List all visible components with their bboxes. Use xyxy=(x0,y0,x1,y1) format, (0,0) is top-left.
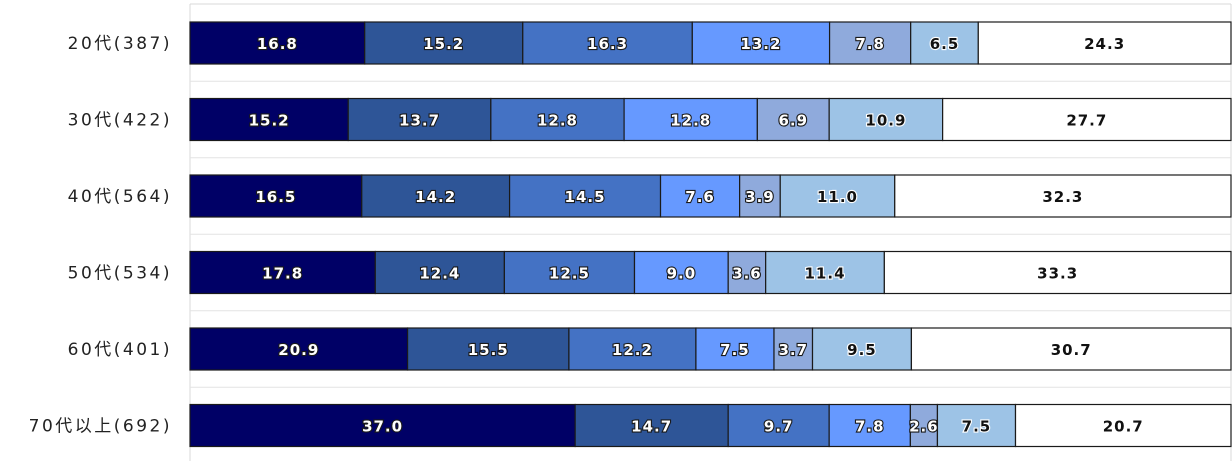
data-label: 33.3 xyxy=(1037,265,1078,283)
bar-segment xyxy=(1014,403,1232,448)
bar-segment xyxy=(508,174,662,218)
bar-segment xyxy=(189,174,363,218)
category-label: 60代(401) xyxy=(68,340,172,360)
bar-segment xyxy=(189,250,376,295)
bar-segment xyxy=(883,250,1232,295)
data-label: 27.7 xyxy=(1066,112,1107,130)
category-label: 20代(387) xyxy=(68,34,172,54)
data-label: 9.5 xyxy=(847,341,877,359)
bar-segment xyxy=(977,21,1232,65)
data-label: 20.9 xyxy=(278,341,319,359)
data-label: 13.7 xyxy=(399,112,440,130)
data-label: 15.2 xyxy=(249,112,290,130)
bar-segment xyxy=(364,21,524,65)
data-label: 13.2 xyxy=(740,35,781,53)
bar-segment xyxy=(828,403,911,448)
data-label: 16.5 xyxy=(255,188,296,206)
data-label: 16.8 xyxy=(257,35,298,53)
data-label: 12.5 xyxy=(549,265,590,283)
data-label: 14.7 xyxy=(631,418,672,436)
data-label: 30.7 xyxy=(1051,341,1092,359)
data-label: 2.6 xyxy=(909,418,939,436)
data-label: 11.4 xyxy=(805,265,846,283)
bar-segment xyxy=(189,327,409,371)
bar-segment xyxy=(623,97,758,142)
category-label: 70代以上(692) xyxy=(29,417,172,437)
bar-segment xyxy=(568,327,697,371)
bar-segment xyxy=(406,327,570,371)
bar-segment xyxy=(910,21,979,65)
bars: 16.8 15.2 16.3 13.2 7.8 6.5 24.3 15.2 13.7 12.8 12… xyxy=(189,21,1232,448)
data-label: 7.5 xyxy=(962,418,992,436)
bar-segment xyxy=(942,97,1232,142)
data-label: 16.3 xyxy=(587,35,628,53)
data-label: 14.5 xyxy=(565,188,606,206)
bar-segment xyxy=(361,174,511,218)
data-label: 7.6 xyxy=(685,188,715,206)
data-label: 15.5 xyxy=(468,341,509,359)
data-label: 3.6 xyxy=(732,265,762,283)
data-label: 12.2 xyxy=(612,341,653,359)
data-label: 12.4 xyxy=(419,265,460,283)
data-label: 9.7 xyxy=(764,418,794,436)
data-label: 10.9 xyxy=(865,112,906,130)
bar-segment xyxy=(756,97,830,142)
data-label: 12.8 xyxy=(537,112,578,130)
bar-segment xyxy=(727,250,767,295)
bar-segment xyxy=(894,174,1232,218)
bar-segment xyxy=(773,327,814,371)
data-label: 7.8 xyxy=(855,35,885,53)
category-label: 50代(534) xyxy=(68,264,172,284)
bar-segment xyxy=(765,250,885,295)
data-label: 17.8 xyxy=(262,265,303,283)
data-label: 6.9 xyxy=(778,112,808,130)
bar-segment xyxy=(727,403,830,448)
grid-layer xyxy=(189,3,1232,461)
bar-segment xyxy=(695,327,775,371)
bar-segment xyxy=(828,21,912,65)
data-label: 24.3 xyxy=(1084,35,1125,53)
data-label: 11.0 xyxy=(817,188,858,206)
bar-segment xyxy=(779,174,896,218)
data-label: 12.8 xyxy=(670,112,711,130)
bar-segment xyxy=(691,21,831,65)
bar-segment xyxy=(347,97,492,142)
bar-segment xyxy=(490,97,625,142)
data-label: 14.2 xyxy=(415,188,456,206)
data-label: 3.9 xyxy=(745,188,775,206)
data-label: 6.5 xyxy=(930,35,960,53)
data-label: 20.7 xyxy=(1103,418,1144,436)
bar-segment xyxy=(189,21,366,65)
data-label: 15.2 xyxy=(423,35,464,53)
bar-segment xyxy=(189,97,349,142)
bar-segment xyxy=(659,174,741,218)
bar-segment xyxy=(828,97,944,142)
data-label: 7.5 xyxy=(720,341,750,359)
bar-segment xyxy=(522,21,693,65)
bar-segment xyxy=(910,327,1232,371)
row-labels: 20代(387) 30代(422) 40代(564) 50代(534) 60代(401)… xyxy=(29,34,172,437)
data-label: 37.0 xyxy=(362,418,403,436)
data-label: 7.8 xyxy=(855,418,885,436)
data-label: 3.7 xyxy=(778,341,808,359)
bar-segment xyxy=(503,250,636,295)
category-label: 40代(564) xyxy=(68,187,172,207)
category-label: 30代(422) xyxy=(68,111,172,131)
data-label: 9.0 xyxy=(667,265,697,283)
data-label: 32.3 xyxy=(1042,188,1083,206)
